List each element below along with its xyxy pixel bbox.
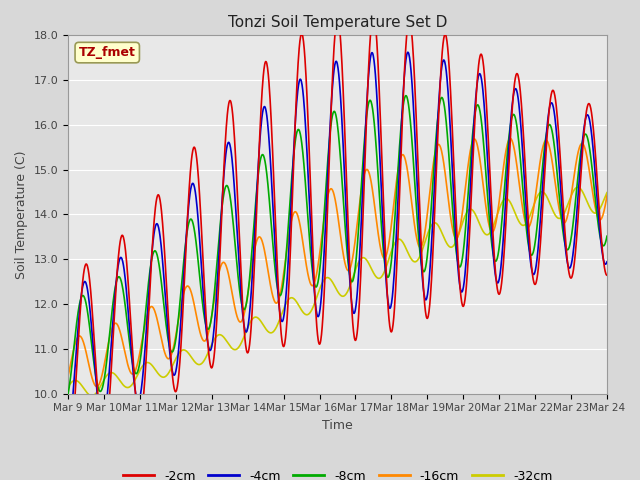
X-axis label: Time: Time [322,419,353,432]
Text: TZ_fmet: TZ_fmet [79,46,136,59]
Y-axis label: Soil Temperature (C): Soil Temperature (C) [15,150,28,279]
Legend: -2cm, -4cm, -8cm, -16cm, -32cm: -2cm, -4cm, -8cm, -16cm, -32cm [118,465,557,480]
Title: Tonzi Soil Temperature Set D: Tonzi Soil Temperature Set D [228,15,447,30]
